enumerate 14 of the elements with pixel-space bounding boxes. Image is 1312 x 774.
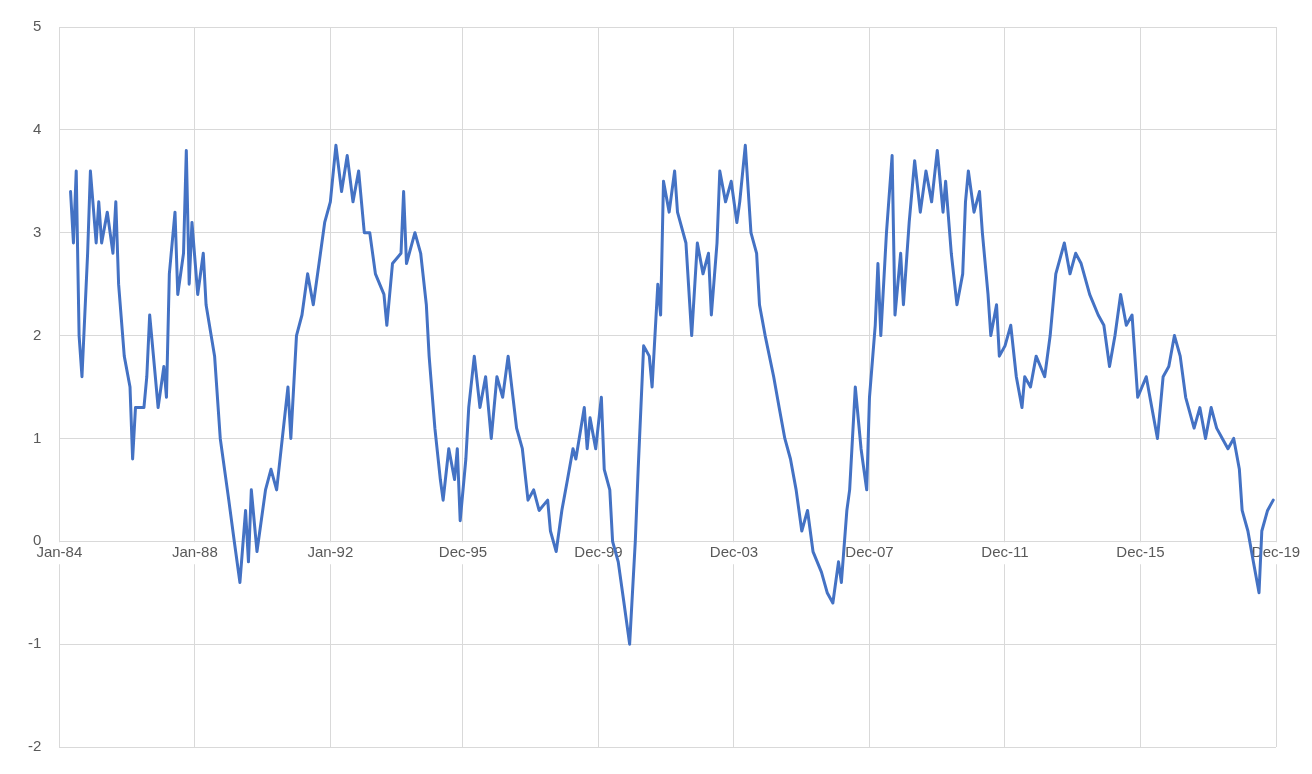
x-tick-label: Dec-95 xyxy=(438,543,488,561)
x-tick-label: Dec-03 xyxy=(709,543,759,561)
y-tick-label: -1 xyxy=(27,634,42,652)
x-tick-label: Jan-92 xyxy=(307,543,354,561)
y-tick-label: 5 xyxy=(32,17,42,35)
y-tick-label: 1 xyxy=(32,428,42,446)
y-tick-label: 3 xyxy=(32,222,42,240)
x-tick-label: Jan-88 xyxy=(171,543,218,561)
y-tick-label: 4 xyxy=(32,120,42,137)
x-tick-label: Dec-11 xyxy=(981,543,1029,561)
x-tick-label: Dec-07 xyxy=(845,543,894,561)
y-tick-label: 2 xyxy=(32,325,42,343)
x-tick-label: Dec-15 xyxy=(1116,543,1165,561)
y-tick-label: -2 xyxy=(27,737,42,755)
